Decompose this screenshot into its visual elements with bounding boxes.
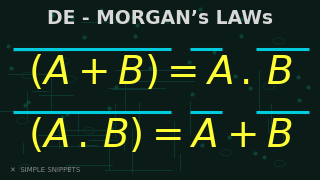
Text: $(A\,.\,B) = A + B$: $(A\,.\,B) = A + B$ — [28, 116, 292, 155]
Text: ✕  SIMPLE SNIPPETS: ✕ SIMPLE SNIPPETS — [10, 167, 80, 173]
Text: DE - MORGAN’s LAWs: DE - MORGAN’s LAWs — [47, 9, 273, 28]
Text: $(A + B) = A\,.\,B$: $(A + B) = A\,.\,B$ — [28, 53, 292, 92]
